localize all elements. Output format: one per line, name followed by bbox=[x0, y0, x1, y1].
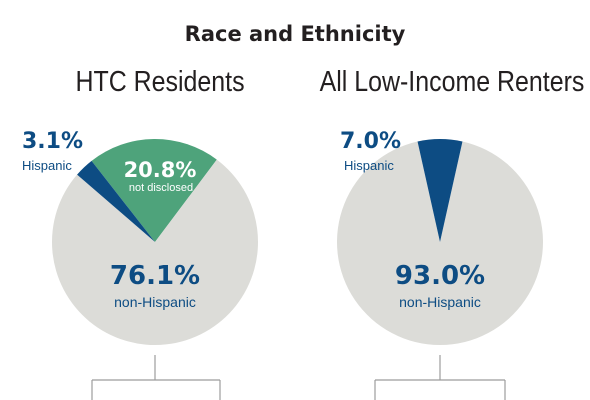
label-renters-non-hispanic-value: 93.0% bbox=[395, 261, 485, 291]
slice-hispanic bbox=[77, 160, 155, 242]
label-htc-hispanic: Hispanic bbox=[22, 158, 72, 173]
label-htc-hispanic-value: 3.1% bbox=[22, 129, 83, 154]
pie-htc-residents bbox=[52, 138, 258, 345]
connector-right bbox=[374, 355, 506, 400]
slice-non-hispanic bbox=[52, 159, 258, 345]
label-renters-non-hispanic: non-Hispanic bbox=[399, 294, 481, 310]
label-htc-non-hispanic: non-Hispanic bbox=[114, 294, 196, 310]
slice-non-hispanic bbox=[337, 141, 543, 345]
label-htc-not-disclosed-value: 20.8% bbox=[124, 158, 197, 182]
connector-left bbox=[91, 355, 221, 400]
chart-title-low-income-renters: All Low-Income Renters bbox=[319, 66, 585, 98]
chart-title-htc-residents: HTC Residents bbox=[75, 66, 245, 98]
main-title: Race and Ethnicity bbox=[184, 22, 406, 46]
label-htc-not-disclosed: not disclosed bbox=[129, 182, 193, 194]
slice-hispanic bbox=[417, 138, 463, 242]
label-htc-non-hispanic-value: 76.1% bbox=[110, 261, 200, 291]
label-renters-hispanic: Hispanic bbox=[344, 158, 394, 173]
pie-low-income-renters bbox=[337, 138, 543, 345]
slice-not-disclosed bbox=[91, 138, 217, 242]
label-renters-hispanic-value: 7.0% bbox=[340, 129, 401, 154]
